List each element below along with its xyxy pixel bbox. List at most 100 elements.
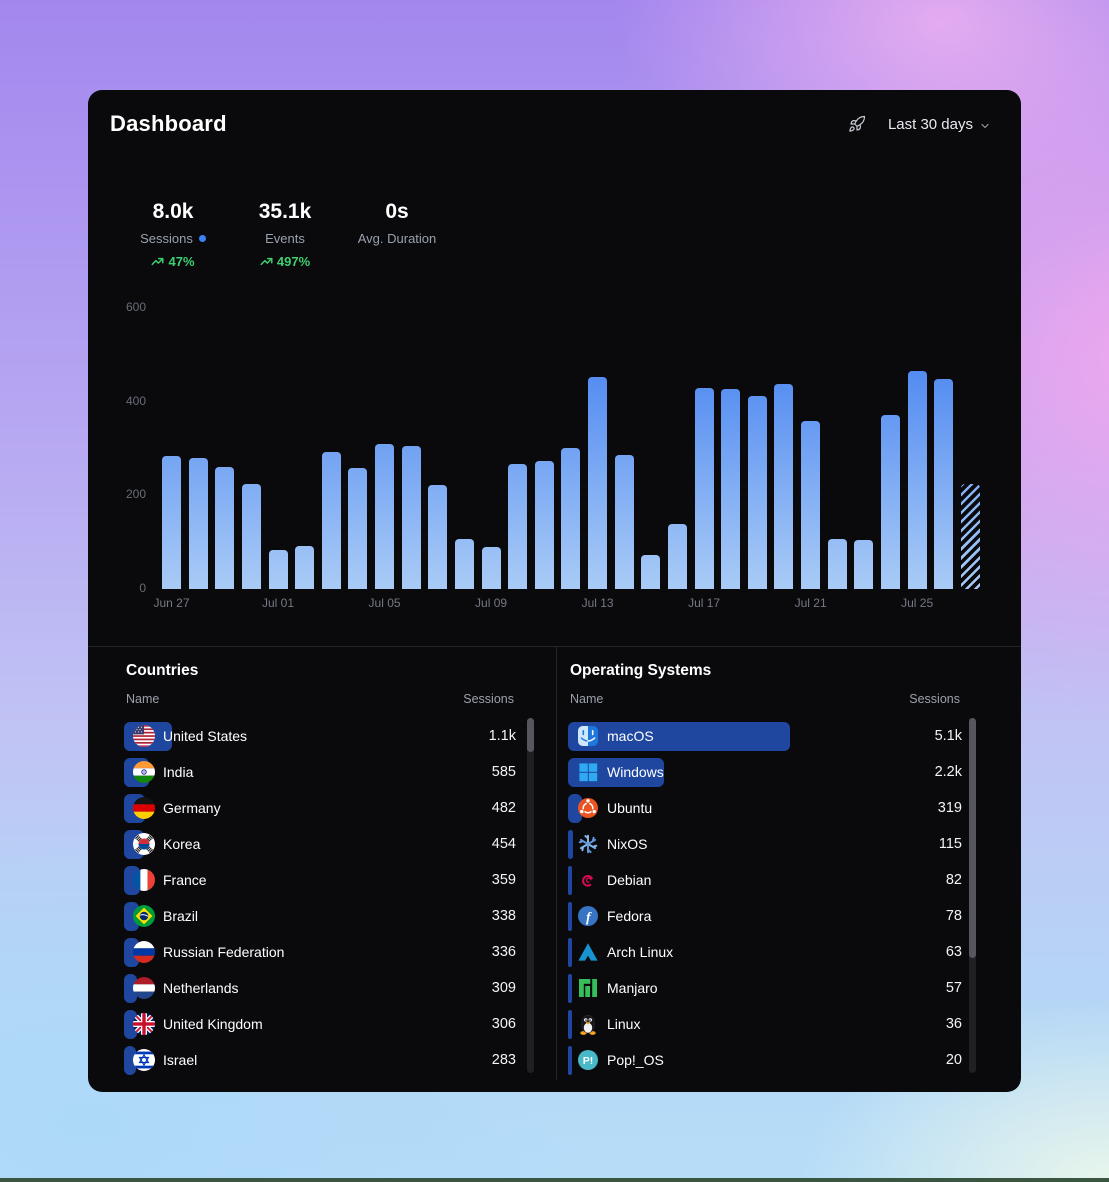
chart-bar[interactable] [268,550,288,589]
row-sessions-value: 283 [491,1052,516,1068]
os-scrollbar[interactable] [969,718,976,1073]
x-axis-tick: Jun 27 [153,596,190,610]
y-axis-tick: 600 [125,300,146,314]
chart-bar[interactable] [614,455,634,589]
chart-bar-partial[interactable] [960,484,980,589]
flag-de-icon [133,797,155,819]
os-rows: macOS 5.1k Windows 2.2k Ubuntu 319 NixOS 115 Deb… [568,718,962,1078]
trending-up-icon [151,255,164,268]
y-axis-tick: 0 [139,581,146,595]
rocket-icon[interactable] [848,115,866,133]
x-axis-tick: Jul 21 [794,596,827,610]
chart-bar[interactable] [801,421,821,589]
flag-br-icon [133,905,155,927]
row-sessions-value: 1.1k [488,728,516,744]
chart-bar[interactable] [774,384,794,589]
countries-scrollbar[interactable] [527,718,534,1073]
dashboard-card: Dashboard Last 30 days 8.0k Sessions 47% 35… [88,90,1021,1092]
os-ubuntu-icon [577,797,599,819]
chevron-down-icon [979,119,991,131]
os-scrollbar-thumb[interactable] [969,718,976,958]
chart-bar[interactable] [481,547,501,589]
chart-bar[interactable] [561,448,581,589]
chart-bar[interactable] [295,546,315,589]
stat-value: 35.1k [258,200,312,223]
chart-bar[interactable] [188,458,208,589]
os-sessions-header: Sessions [909,692,960,706]
chart-bar[interactable] [454,539,474,589]
countries-name-header: Name [126,692,160,706]
chart-bar[interactable] [375,444,395,589]
row-sessions-value: 338 [491,908,516,924]
chart-bar[interactable] [881,415,900,589]
os-macos-icon [577,725,599,747]
row-sessions-bar [124,1045,136,1075]
table-row: P! Pop!_OS 20 [568,1042,962,1078]
row-name: Windows [607,764,664,780]
row-sessions-value: 5.1k [934,728,962,744]
row-sessions-value: 2.2k [934,764,962,780]
row-sessions-bar [568,1045,572,1075]
os-nixos-icon [577,833,599,855]
x-axis-tick: Jul 05 [368,596,401,610]
chart-bar[interactable] [907,371,927,589]
chart-bar[interactable] [827,539,847,589]
chart-bar[interactable] [588,377,608,589]
row-sessions-value: 20 [945,1052,962,1068]
stat-card: 8.0k Sessions 47% [117,200,229,269]
chart-bar[interactable] [934,379,954,589]
row-name: France [163,872,207,888]
row-name: Ubuntu [607,800,653,816]
row-name: Netherlands [163,980,239,996]
chart-bar[interactable] [401,446,421,589]
chart-bar[interactable] [721,389,741,589]
chart-bar[interactable] [667,524,687,589]
stats-row: 8.0k Sessions 47% 35.1k Events 497% 0s Avg. Dur… [117,200,453,269]
os-linux-icon [577,1013,599,1035]
operating-systems-title: Operating Systems [570,662,712,679]
chart-bar[interactable] [241,484,261,589]
chart-bar[interactable] [694,388,714,589]
row-sessions-value: 36 [945,1016,962,1032]
countries-title: Countries [126,662,199,679]
date-range-label: Last 30 days [887,115,973,133]
chart-bar[interactable] [854,540,874,589]
table-row: Debian 82 [568,862,962,898]
row-sessions-bar [568,937,572,967]
os-name-header: Name [570,692,604,706]
stat-label-text: Sessions [140,231,193,246]
chart-bar[interactable] [534,461,554,589]
table-row: United States 1.1k [124,718,516,754]
chart-bar[interactable] [321,452,341,589]
row-sessions-value: 63 [945,944,962,960]
chart-bar[interactable] [428,485,448,589]
chart-bar[interactable] [508,464,528,589]
chart-bar[interactable] [348,468,368,589]
chart-bar[interactable] [215,467,235,589]
stat-trend-value: 497% [276,254,311,269]
row-sessions-bar [568,829,573,859]
row-sessions-value: 585 [491,764,516,780]
row-sessions-bar [124,1009,137,1039]
date-range-dropdown[interactable]: Last 30 days [888,116,991,133]
row-sessions-value: 319 [937,800,962,816]
operating-systems-header: Name Sessions [570,692,960,706]
row-name: macOS [607,728,654,744]
table-row: Israel 283 [124,1042,516,1078]
table-row: Ubuntu 319 [568,790,962,826]
row-sessions-value: 359 [491,872,516,888]
x-axis-tick: Jul 17 [688,596,721,610]
chart-bar[interactable] [747,396,767,589]
row-sessions-value: 82 [945,872,962,888]
operating-systems-table: Operating Systems Name Sessions macOS 5.1… [568,656,976,1078]
row-name: Fedora [607,908,652,924]
row-sessions-value: 78 [945,908,962,924]
chart-bar[interactable] [641,555,661,589]
svg-text:f: f [586,910,592,925]
table-row: Manjaro 57 [568,970,962,1006]
row-name: Russian Federation [163,944,285,960]
countries-scrollbar-thumb[interactable] [527,718,534,752]
chart-bar[interactable] [162,456,181,589]
row-sessions-value: 57 [945,980,962,996]
row-name: Arch Linux [607,944,674,960]
